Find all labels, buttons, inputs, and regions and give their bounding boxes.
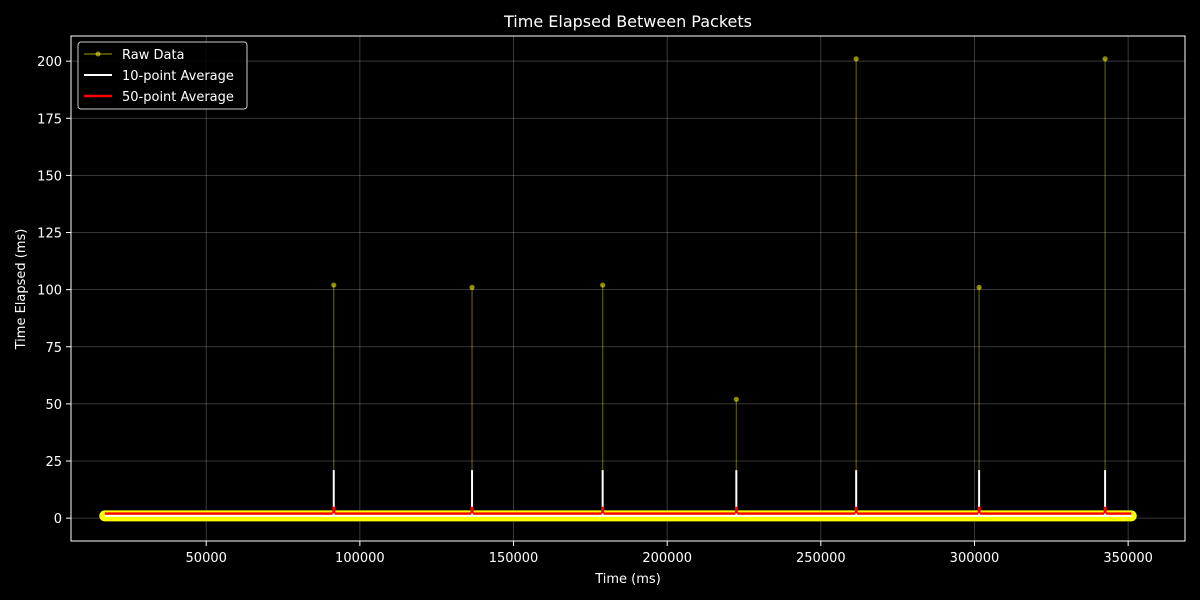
raw-spike-point: [733, 396, 739, 402]
raw-spike-point: [600, 282, 606, 288]
y-tick-label: 50: [45, 398, 62, 413]
x-tick-label: 350000: [1103, 551, 1153, 566]
y-tick-label: 75: [45, 341, 62, 356]
chart-title: Time Elapsed Between Packets: [503, 12, 752, 31]
raw-spike-point: [469, 284, 475, 290]
raw-spike-point: [976, 284, 982, 290]
raw-spike-point: [1102, 56, 1108, 62]
raw-spike-point: [331, 282, 337, 288]
legend-label: Raw Data: [122, 48, 185, 63]
y-tick-label: 0: [54, 512, 62, 527]
y-tick-label: 150: [37, 169, 62, 184]
grid: [71, 36, 1185, 541]
series-layer: [99, 56, 1137, 522]
x-tick-label: 150000: [489, 551, 539, 566]
legend-box: [77, 41, 248, 110]
y-axis-title: Time Elapsed (ms): [14, 229, 29, 351]
x-axis-title: Time (ms): [594, 572, 661, 587]
y-tick-label: 25: [45, 455, 62, 470]
x-tick-label: 50000: [186, 551, 227, 566]
y-axis: 0 25 50 75 100 125 150 175 200: [37, 55, 71, 527]
legend: Raw Data 10-point Average 50-point Average: [77, 41, 248, 110]
x-tick-label: 300000: [950, 551, 1000, 566]
x-axis: 50000 100000 150000 200000 250000 300000 35000…: [186, 541, 1153, 566]
legend-label: 10-point Average: [122, 69, 234, 84]
raw-spike-point: [853, 56, 859, 62]
plot-frame: [70, 35, 1186, 542]
y-tick-label: 175: [37, 112, 62, 127]
x-tick-label: 100000: [335, 551, 385, 566]
y-tick-label: 100: [37, 284, 62, 299]
legend-label: 50-point Average: [122, 90, 234, 105]
y-tick-label: 125: [37, 227, 62, 242]
x-tick-label: 200000: [642, 551, 692, 566]
x-tick-label: 250000: [796, 551, 846, 566]
legend-marker: [95, 51, 101, 57]
y-tick-label: 200: [37, 55, 62, 70]
